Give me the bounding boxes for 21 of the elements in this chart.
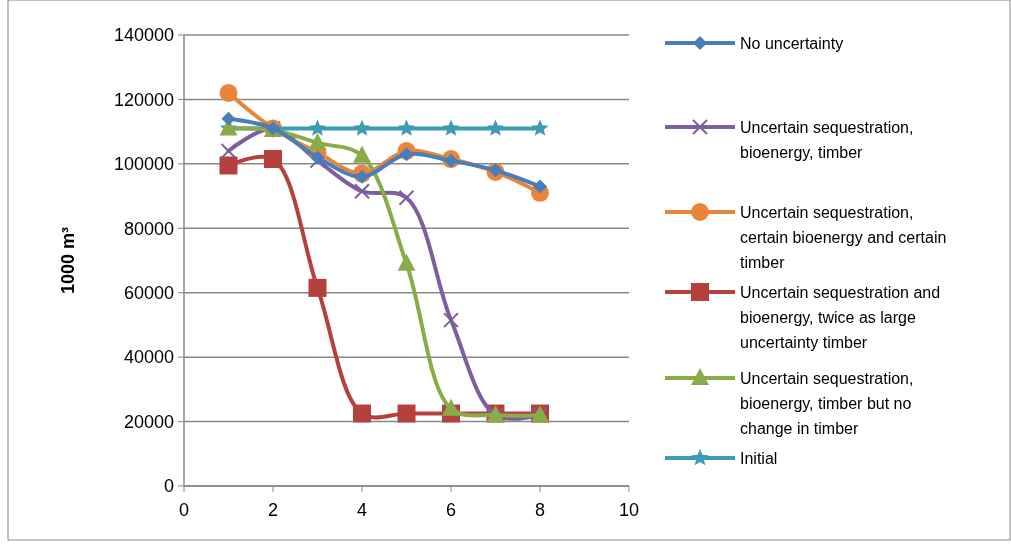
x-tick-label: 2 [267,500,279,520]
y-tick-label: 140000 [113,25,174,46]
legend-label: Uncertain sequestration, certain bioenergy and certain timber [740,203,947,271]
legend-label: Uncertain sequestration, bioenergy, timber [740,118,914,161]
legend-label: Initial [740,449,778,467]
y-tick-label: 120000 [113,89,174,110]
x-tick-label: 10 [618,500,640,520]
y-tick-label: 0 [163,476,174,497]
y-tick-label: 40000 [123,347,174,368]
x-tick-label: 6 [445,500,457,520]
y-tick-label: 80000 [123,218,174,239]
legend-label: Uncertain sequestration, bioenergy, timber but no change in timber [740,369,914,437]
x-tick-label: 4 [356,500,368,520]
y-tick-label: 100000 [113,154,174,175]
legend-label: No uncertainty [740,34,844,52]
y-tick-label: 60000 [123,283,174,304]
y-axis-title: 1000 m³ [58,226,78,295]
legend-label: Uncertain sequestration and bioenergy, twice as large uncertainty timber [740,283,941,351]
x-tick-label: 8 [534,500,546,520]
x-tick-label: 0 [178,500,190,520]
y-tick-label: 20000 [123,411,174,432]
